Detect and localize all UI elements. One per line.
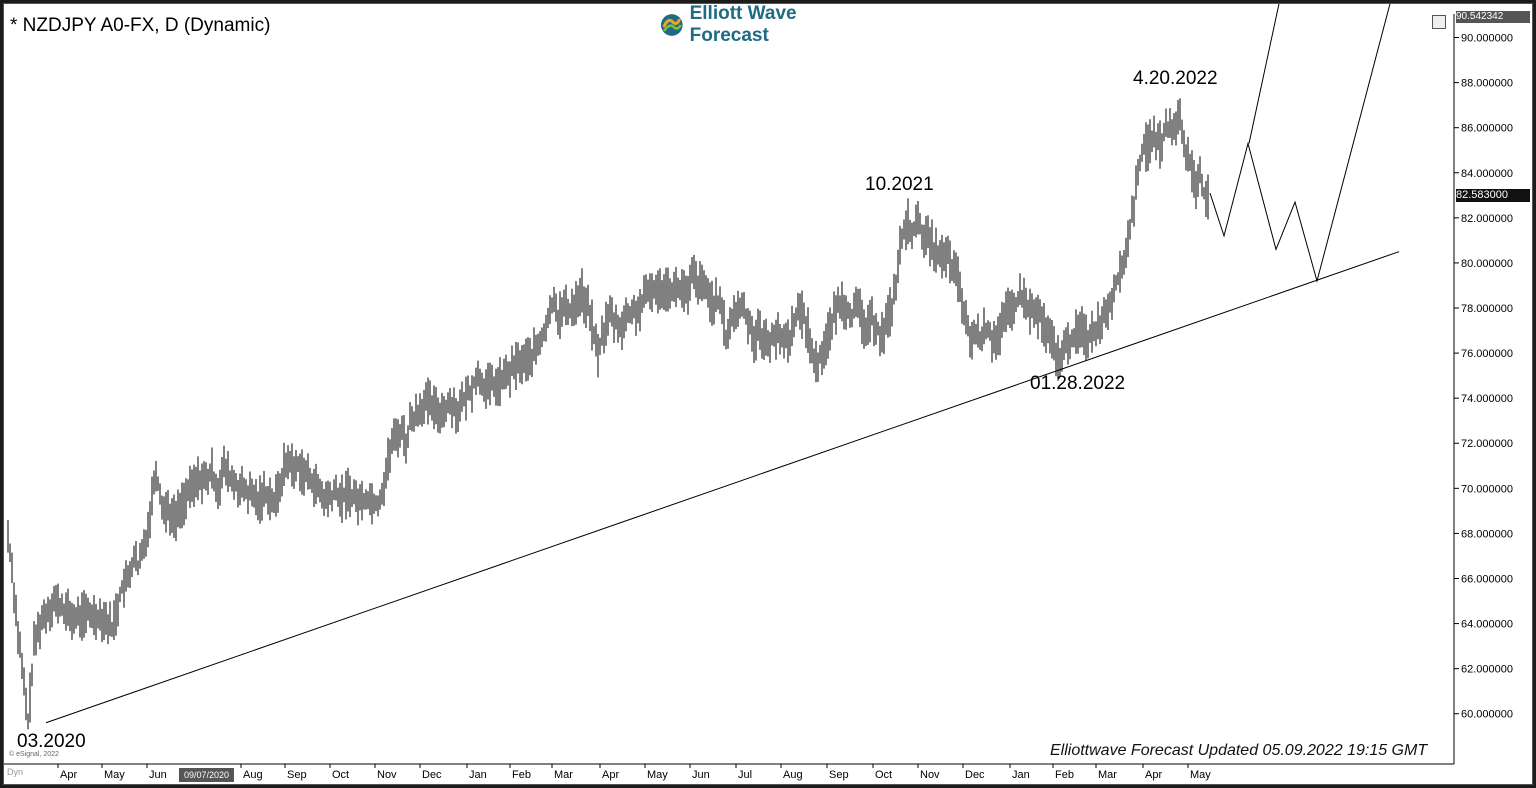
x-tick-label: Aug [243,769,263,781]
restore-window-icon[interactable] [1432,15,1446,29]
x-tick-label: Oct [875,769,892,781]
x-tick-label: Feb [1055,769,1074,781]
x-tick-label: Dec [422,769,442,781]
x-tick-label: Jun [692,769,710,781]
x-tick-label: Jan [469,769,487,781]
x-tick-label: Aug [783,769,803,781]
y-tick-label: 82.000000 [1461,213,1513,225]
price-bars [7,98,1209,730]
x-tick-label: Apr [602,769,619,781]
x-tick-label: Mar [1098,769,1117,781]
logo-text: Elliott Wave Forecast [689,3,797,46]
trendline [45,251,1400,724]
wave-label: 01.28.2022 [1030,373,1125,394]
y-tick-label: 86.000000 [1461,123,1513,135]
x-tick-label: May [647,769,668,781]
y-tick-label: 68.000000 [1461,528,1513,540]
x-tick-label: Sep [287,769,307,781]
y-tick-label: 76.000000 [1461,348,1513,360]
x-tick-label: Nov [920,769,940,781]
x-tick-label: May [104,769,125,781]
price-top-label: 90.542342 [1456,11,1530,23]
overlay-lines [45,4,1400,724]
current-price-label: 82.583000 [1456,189,1530,202]
wave-annotations: 03.2020 10.2021 01.28.2022 4.20.2022 [17,68,1218,752]
x-tick-label: Nov [377,769,397,781]
x-axis-ticks: Apr May Jun Aug Sep Oct Nov Dec Jan Feb Mar Apr May J… [57,764,1211,781]
wave-label: 03.2020 [17,731,86,752]
y-tick-label: 70.000000 [1461,483,1513,495]
x-tick-label: Jun [149,769,167,781]
x-tick-label: Feb [512,769,531,781]
y-tick-label: 60.000000 [1461,709,1513,721]
y-tick-label: 84.000000 [1461,168,1513,180]
x-tick-label: Apr [1145,769,1162,781]
x-tick-label: May [1190,769,1211,781]
footer-note: Elliottwave Forecast Updated 05.09.2022 … [1050,742,1428,759]
chart-frame: 60.000000 62.000000 64.000000 66.000000 68.0… [3,3,1533,785]
x-tick-label: Apr [60,769,77,781]
x-tick-label: Oct [332,769,349,781]
wave-label: 4.20.2022 [1133,68,1218,89]
y-tick-label: 72.000000 [1461,438,1513,450]
x-tick-label: Sep [829,769,849,781]
esignal-credit: © eSignal, 2022 [9,751,59,758]
chart-title: * NZDJPY A0-FX, D (Dynamic) [10,15,271,36]
y-tick-label: 88.000000 [1461,78,1513,90]
y-tick-label: 78.000000 [1461,303,1513,315]
y-tick-label: 64.000000 [1461,619,1513,631]
x-tick-label: Jul [738,769,752,781]
y-tick-label: 62.000000 [1461,664,1513,676]
projection-path [1209,4,1391,283]
x-tick-label: Dec [965,769,985,781]
dyn-label: Dyn [7,767,24,777]
chart-canvas: 60.000000 62.000000 64.000000 66.000000 68.0… [4,4,1513,781]
y-tick-label: 66.000000 [1461,573,1513,585]
y-tick-label: 74.000000 [1461,393,1513,405]
x-tick-label: Jan [1012,769,1030,781]
y-axis-ticks: 60.000000 62.000000 64.000000 66.000000 68.0… [1454,33,1513,721]
logo-icon [660,14,683,36]
logo: Elliott Wave Forecast [660,4,878,46]
y-tick-label: 80.000000 [1461,258,1513,270]
projection-path-alt [1248,4,1280,144]
y-tick-label: 90.000000 [1461,33,1513,45]
wave-label: 10.2021 [865,174,934,195]
crosshair-date-badge: 09/07/2020 [179,768,234,782]
x-tick-label: Mar [554,769,573,781]
